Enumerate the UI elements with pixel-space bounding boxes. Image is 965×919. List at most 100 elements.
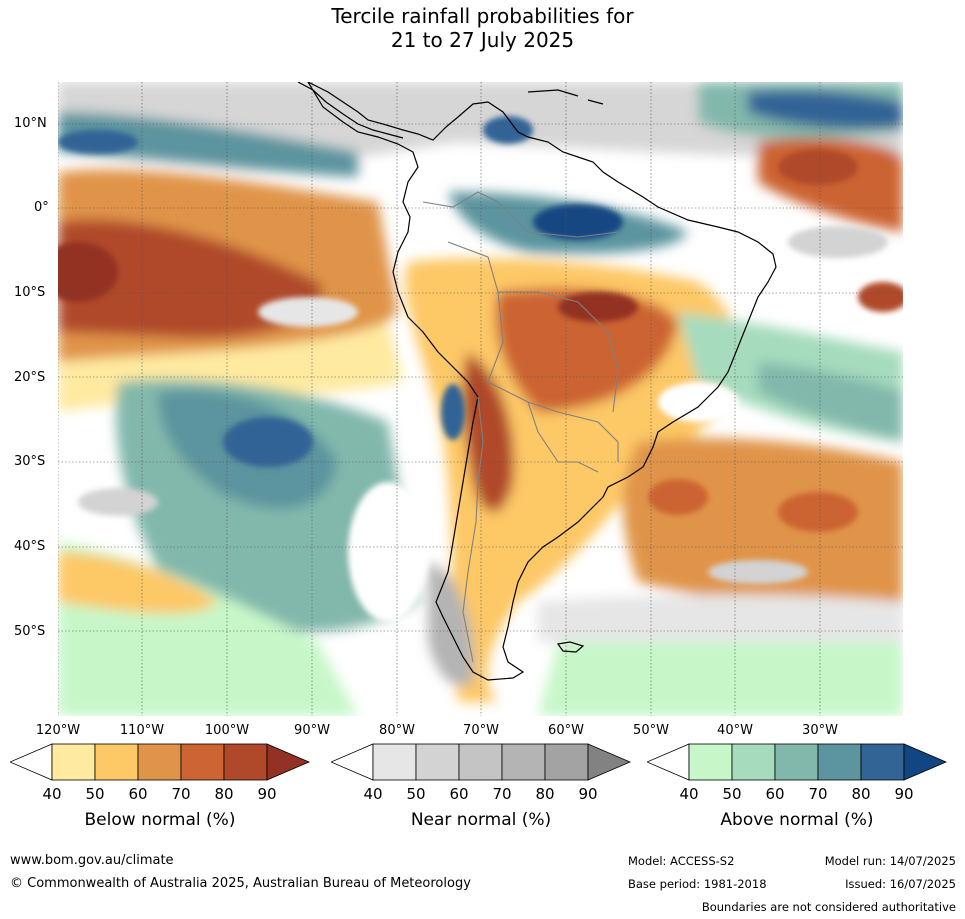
- grey-patch-pacific-2: [258, 297, 358, 327]
- cbar-below-tick: 90: [257, 785, 277, 803]
- lon-label-40w: 40°W: [717, 723, 753, 738]
- grey-patch-pacific-1: [78, 488, 158, 516]
- white-patch-atlantic: [658, 382, 738, 422]
- red-patch-atlantic-35s: [778, 492, 858, 532]
- footer-model: Model: ACCESS-S2: [628, 854, 735, 868]
- colorbar-below-normal: [10, 743, 310, 781]
- cbar-above-tick: 70: [808, 785, 828, 803]
- below-zone-south-america-core: [495, 288, 678, 412]
- cbar-below-tick: 70: [171, 785, 191, 803]
- footer-model-run: Model run: 14/07/2025: [824, 854, 956, 868]
- lat-label-30s: 30°S: [14, 454, 46, 469]
- footer-disclaimer: Boundaries are not considered authoritat…: [701, 900, 956, 914]
- blue-patch-chile: [441, 384, 465, 440]
- cbar-above-label: Above normal (%): [720, 810, 874, 830]
- cbar-below-arrow-high: [266, 743, 310, 781]
- cbar-near-arrow-high: [587, 743, 631, 781]
- cbar-above-bin-60-70: [774, 743, 819, 781]
- cbar-above-bin-80-90: [860, 743, 905, 781]
- above-zone-atlantic-north-core: [748, 90, 903, 129]
- blue-patch-amazon: [533, 204, 623, 240]
- cbar-near-tick: 50: [406, 785, 426, 803]
- cbar-above-tick: 60: [765, 785, 785, 803]
- lon-label-60w: 60°W: [548, 723, 584, 738]
- cbar-below-tick: 40: [42, 785, 62, 803]
- cbar-above-tick: 40: [679, 785, 699, 803]
- grey-zone-far-south: [538, 594, 903, 642]
- lon-label-90w: 90°W: [294, 723, 330, 738]
- cbar-near-bin-40-50: [372, 743, 417, 781]
- above-zone-far-south-atlantic: [538, 642, 903, 716]
- lon-label-70w: 70°W: [463, 723, 499, 738]
- red-patch-atlantic-10s: [858, 282, 903, 312]
- cbar-above-tick: 80: [851, 785, 871, 803]
- footer-base-period: Base period: 1981-2018: [628, 877, 767, 891]
- cbar-below-label: Below normal (%): [84, 810, 236, 830]
- rainfall-probability-map: [58, 82, 903, 716]
- red-patch-atlantic-north: [778, 149, 858, 185]
- below-zone-east-pacific-core: [58, 219, 322, 338]
- south-america-coastline: [307, 82, 777, 681]
- gridlines: [58, 82, 903, 716]
- blue-patch-pacific-10n: [58, 130, 138, 154]
- red-patch-brazil: [558, 292, 638, 322]
- caribbean-islands: [527, 89, 604, 105]
- red-patch-east-pacific: [58, 242, 118, 302]
- footer-website: www.bom.gov.au/climate: [10, 853, 174, 868]
- lat-label-50s: 50°S: [14, 624, 46, 639]
- footer-issued: Issued: 16/07/2025: [845, 877, 956, 891]
- footer-copyright: © Commonwealth of Australia 2025, Austra…: [10, 876, 471, 891]
- cbar-above-bin-50-60: [731, 743, 776, 781]
- above-zone-atlantic-core: [758, 362, 903, 442]
- title-line-1: Tercile rainfall probabilities for: [331, 4, 634, 28]
- grey-patch-atlantic-1: [788, 226, 888, 258]
- cbar-above-arrow-high: [903, 743, 947, 781]
- lat-label-0: 0°: [34, 200, 49, 215]
- central-america-coastline: [297, 82, 404, 139]
- cbar-near-bin-80-90: [544, 743, 589, 781]
- cbar-below-bin-50-60: [94, 743, 139, 781]
- lat-label-20s: 20°S: [14, 370, 46, 385]
- cbar-near-bin-60-70: [458, 743, 503, 781]
- lon-label-50w: 50°W: [633, 723, 669, 738]
- lon-label-30w: 30°W: [802, 723, 838, 738]
- lon-label-100w: 100°W: [204, 723, 250, 738]
- cbar-above-bin-40-50: [688, 743, 733, 781]
- country-borders: [422, 191, 619, 663]
- red-patch-atlantic-south: [648, 479, 708, 515]
- cbar-below-arrow-low: [10, 743, 53, 781]
- below-zone-south-atlantic: [623, 438, 903, 606]
- lat-label-10s: 10°S: [14, 285, 46, 300]
- cbar-near-tick: 70: [492, 785, 512, 803]
- blue-patch-colombia: [483, 116, 533, 144]
- cbar-below-tick: 60: [128, 785, 148, 803]
- lat-label-40s: 40°S: [14, 539, 46, 554]
- below-zone-south-america: [405, 258, 739, 702]
- cbar-near-arrow-low: [331, 743, 374, 781]
- cbar-above-tick: 50: [722, 785, 742, 803]
- cbar-below-bin-40-50: [51, 743, 96, 781]
- blue-patch-pacific-south: [223, 417, 313, 467]
- cbar-near-bin-70-80: [501, 743, 546, 781]
- cbar-near-bin-50-60: [415, 743, 460, 781]
- colorbar-above-normal: [647, 743, 947, 781]
- cbar-below-bin-60-70: [137, 743, 182, 781]
- white-patch-pacific: [348, 482, 428, 622]
- colorbar-near-normal: [331, 743, 631, 781]
- cbar-below-tick: 80: [214, 785, 234, 803]
- cbar-above-tick: 90: [894, 785, 914, 803]
- cbar-below-tick: 50: [85, 785, 105, 803]
- cbar-below-bin-80-90: [223, 743, 268, 781]
- cbar-near-tick: 90: [578, 785, 598, 803]
- title-line-2: 21 to 27 July 2025: [390, 28, 575, 52]
- cbar-near-label: Near normal (%): [410, 810, 552, 830]
- lat-label-10n: 10°N: [14, 116, 47, 131]
- lon-label-80w: 80°W: [379, 723, 415, 738]
- above-zone-north-pacific: [58, 112, 358, 177]
- lon-label-120w: 120°W: [35, 723, 81, 738]
- cbar-below-bin-70-80: [180, 743, 225, 781]
- lon-label-110w: 110°W: [119, 723, 165, 738]
- grey-patch-atlantic-2: [708, 560, 808, 584]
- cbar-near-tick: 80: [535, 785, 555, 803]
- chart-title: Tercile rainfall probabilities for 21 to…: [0, 4, 965, 52]
